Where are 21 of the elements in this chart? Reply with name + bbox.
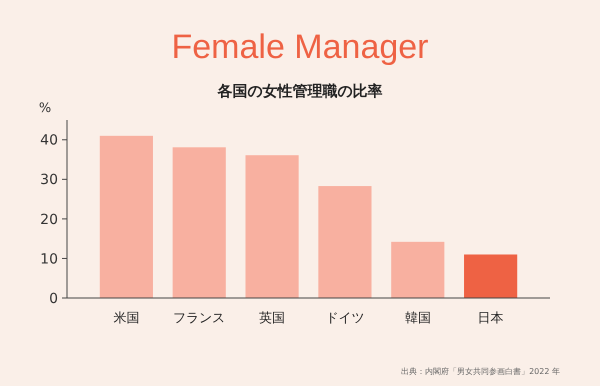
x-tick-label: フランス bbox=[173, 311, 226, 326]
x-tick-label: 米国 bbox=[113, 311, 140, 326]
bar bbox=[245, 155, 299, 298]
y-axis-title: % bbox=[38, 101, 52, 116]
bar bbox=[318, 186, 372, 298]
y-tick-label: 20 bbox=[40, 212, 58, 228]
x-tick-label: 日本 bbox=[478, 311, 504, 326]
bar bbox=[391, 242, 444, 298]
y-tick-label: 10 bbox=[40, 251, 58, 268]
chart-subtitle: 各国の女性管理職の比率 bbox=[216, 82, 382, 100]
y-tick-label: 40 bbox=[40, 132, 58, 149]
source-note: 出典：内閣府「男女共同参画白書」2022 年 bbox=[401, 367, 560, 376]
x-tick-label: 英国 bbox=[259, 311, 286, 326]
y-tick-label: 0 bbox=[49, 290, 58, 307]
chart-title: Female Manager bbox=[171, 28, 429, 66]
bar bbox=[100, 136, 153, 298]
y-tick-label: 30 bbox=[40, 172, 58, 188]
bar bbox=[172, 147, 226, 298]
x-tick-label: ドイツ bbox=[325, 311, 364, 326]
bar bbox=[464, 254, 518, 298]
x-tick-label: 韓国 bbox=[404, 311, 431, 326]
